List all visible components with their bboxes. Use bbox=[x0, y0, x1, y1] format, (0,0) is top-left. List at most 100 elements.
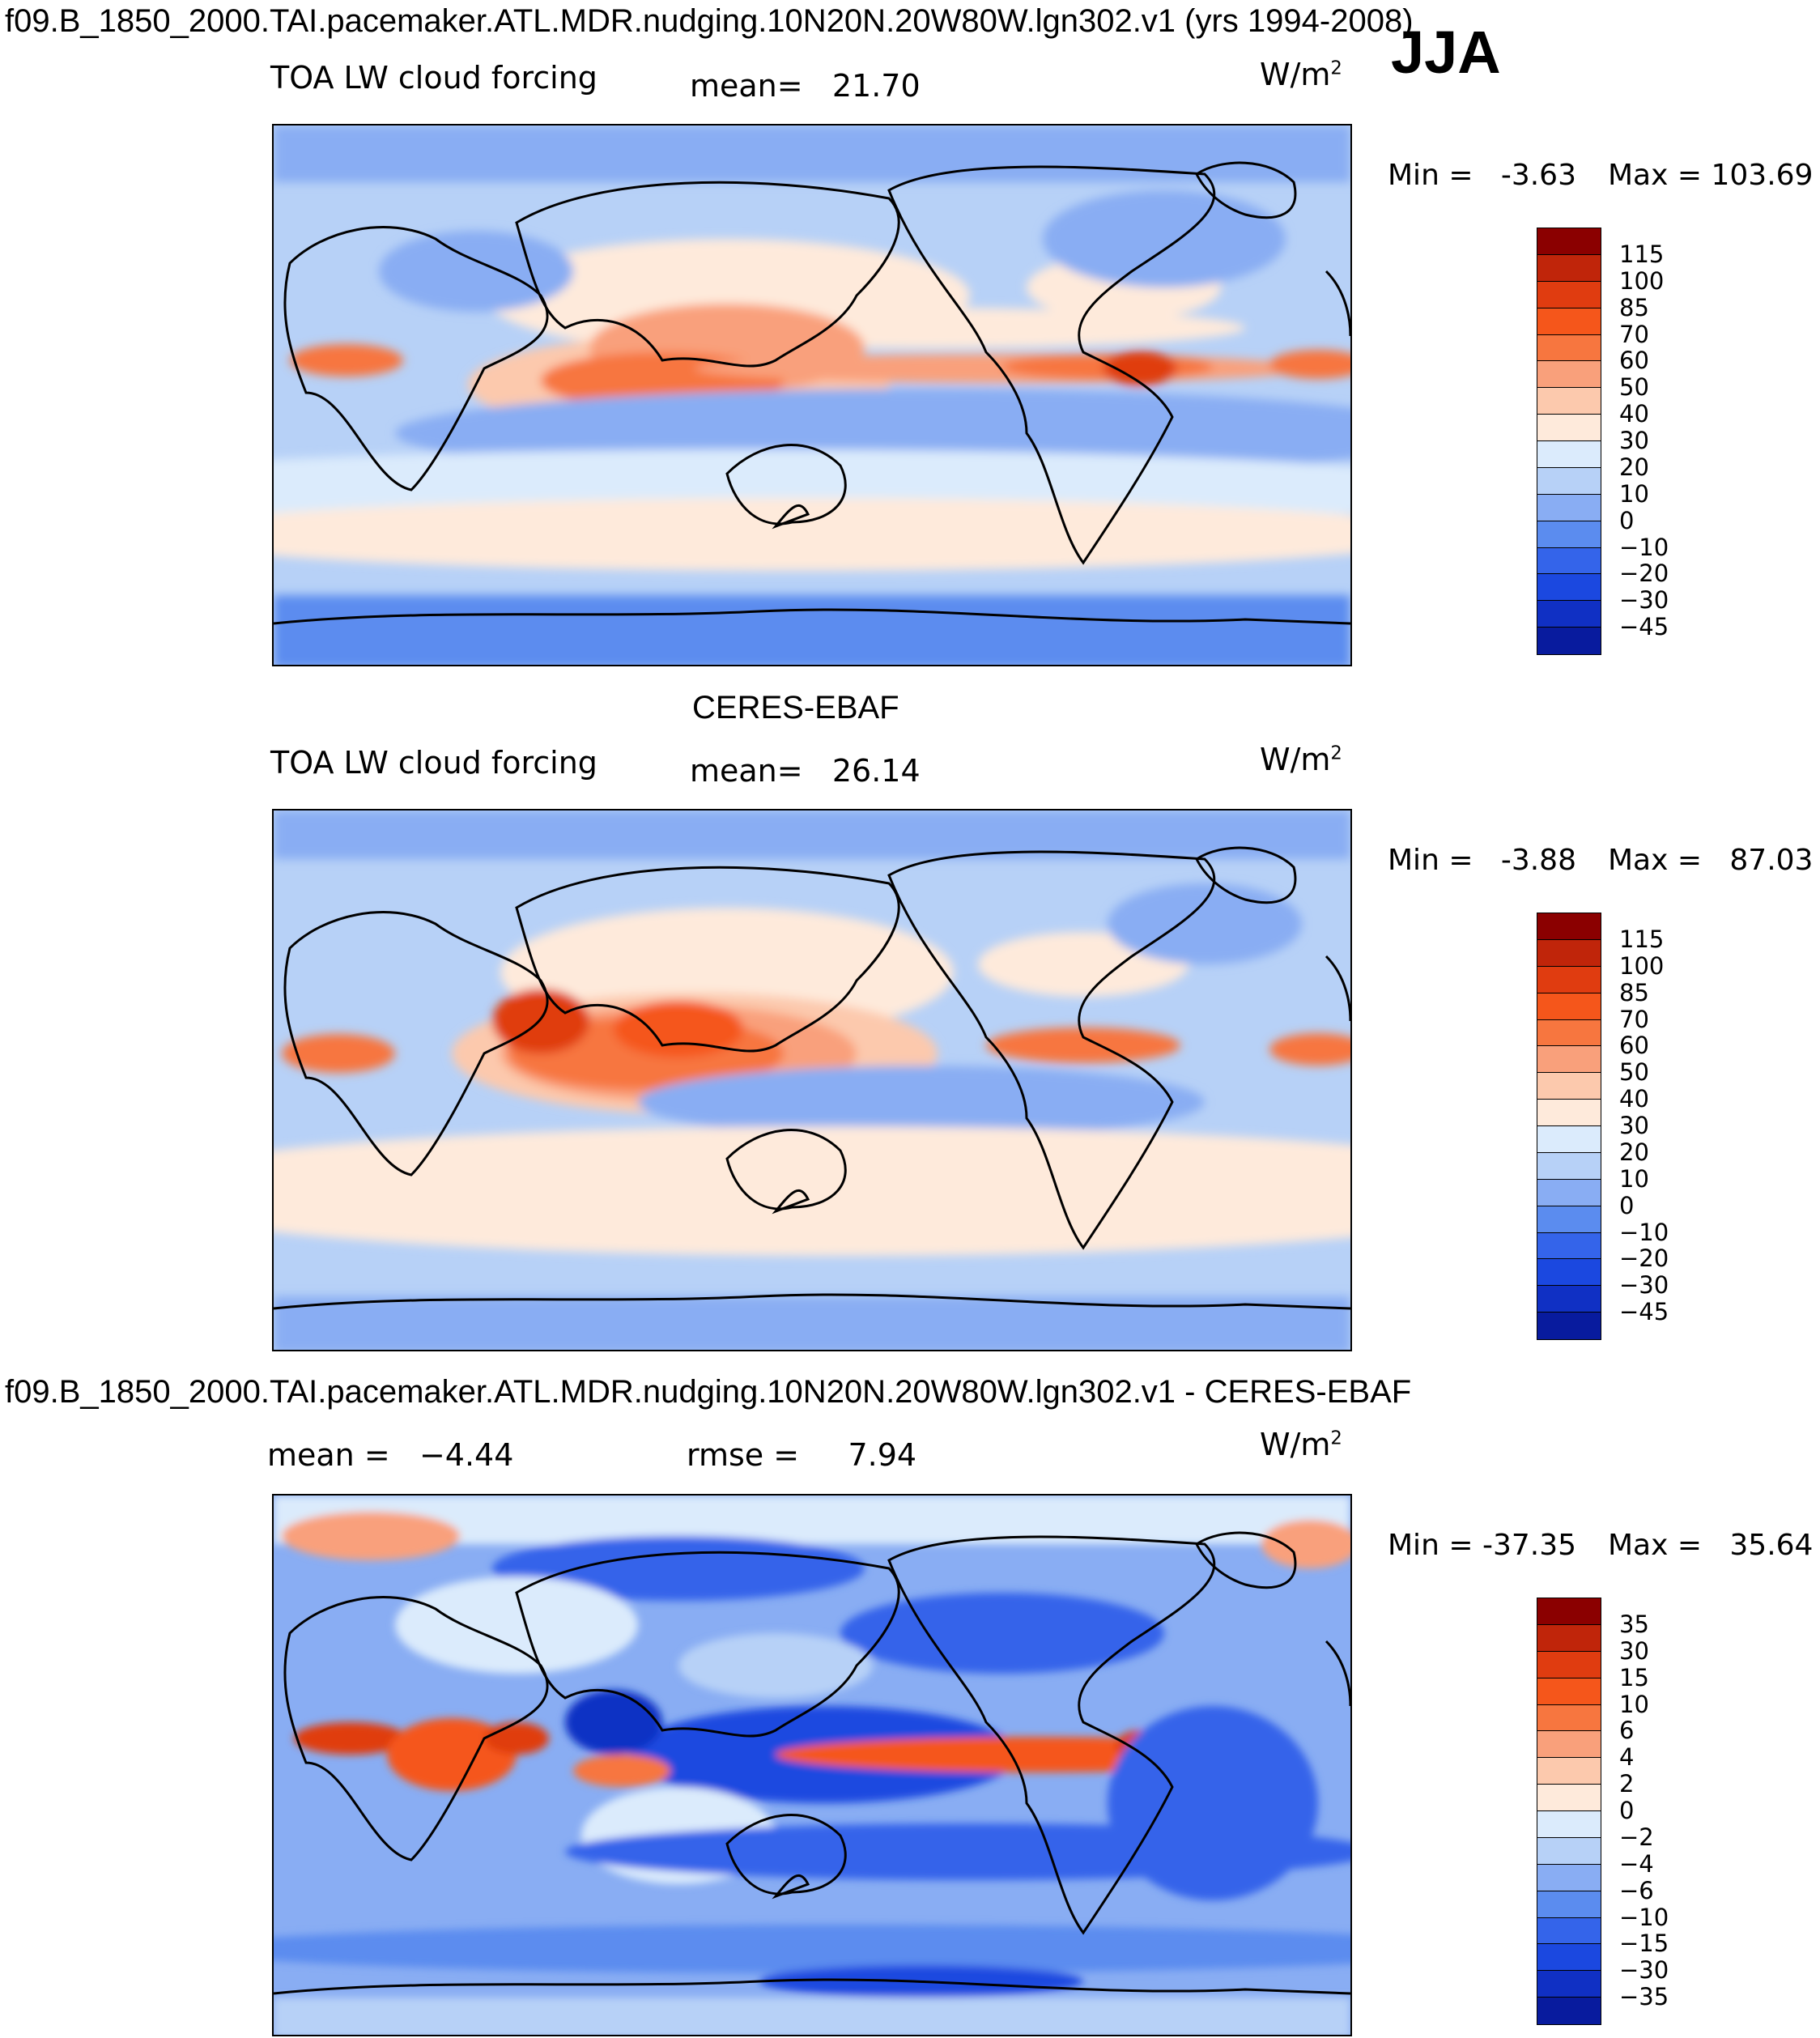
colorbar-box bbox=[1537, 308, 1601, 335]
colorbar-label: 30 bbox=[1619, 1112, 1649, 1139]
panel-3-units: W/m2 bbox=[1260, 1427, 1342, 1462]
colorbar-label: −35 bbox=[1619, 1983, 1669, 2011]
colorbar-box bbox=[1537, 601, 1601, 628]
colorbar-box bbox=[1537, 1046, 1601, 1074]
colorbar-label: 20 bbox=[1619, 453, 1649, 481]
panel-3-mean: mean = −4.44 bbox=[267, 1437, 514, 1473]
colorbar-box bbox=[1537, 1917, 1601, 1945]
field-contours bbox=[274, 811, 1350, 1350]
panel-2-max: Max = 87.03 bbox=[1608, 844, 1814, 877]
colorbar-label: 30 bbox=[1619, 1636, 1649, 1665]
colorbar-box bbox=[1537, 993, 1601, 1020]
field-contours bbox=[274, 126, 1350, 665]
colorbar-label: 10 bbox=[1619, 479, 1649, 508]
colorbar-box bbox=[1537, 1971, 1601, 1998]
colorbar-label: −10 bbox=[1619, 1903, 1669, 1931]
panel-2-colorbar bbox=[1537, 913, 1601, 1340]
colorbar-box bbox=[1537, 228, 1601, 255]
colorbar-label: 15 bbox=[1619, 1663, 1649, 1691]
colorbar-box bbox=[1537, 1864, 1601, 1891]
colorbar-box bbox=[1537, 1179, 1601, 1206]
plot-main-title: f09.B_1850_2000.TAI.pacemaker.ATL.MDR.nu… bbox=[5, 3, 1414, 39]
colorbar-box bbox=[1537, 1944, 1601, 1972]
colorbar-box bbox=[1537, 1152, 1601, 1180]
colorbar-label: 100 bbox=[1619, 951, 1665, 980]
colorbar-label: −6 bbox=[1619, 1876, 1654, 1904]
colorbar-box bbox=[1537, 1811, 1601, 1838]
panel-2-units: W/m2 bbox=[1260, 742, 1342, 777]
colorbar-box bbox=[1537, 547, 1601, 575]
colorbar-box bbox=[1537, 1100, 1601, 1126]
panel-2-mean: mean= 26.14 bbox=[690, 753, 921, 789]
colorbar-box bbox=[1537, 1313, 1601, 1339]
coastlines bbox=[274, 846, 1350, 1310]
panel-3-center-title: f09.B_1850_2000.TAI.pacemaker.ATL.MDR.nu… bbox=[5, 1374, 1412, 1410]
colorbar-label: 60 bbox=[1619, 347, 1649, 375]
colorbar-label: 40 bbox=[1619, 400, 1649, 428]
colorbar-label: 70 bbox=[1619, 1005, 1649, 1033]
colorbar-label: 0 bbox=[1619, 1191, 1635, 1219]
colorbar-label: 0 bbox=[1619, 506, 1635, 534]
colorbar-box bbox=[1537, 388, 1601, 415]
field-contours bbox=[274, 1496, 1350, 2035]
colorbar-box bbox=[1537, 521, 1601, 548]
colorbar-label: 70 bbox=[1619, 320, 1649, 348]
colorbar-box bbox=[1537, 939, 1601, 967]
colorbar-label: 10 bbox=[1619, 1164, 1649, 1193]
colorbar-box bbox=[1537, 913, 1601, 940]
coastlines bbox=[274, 1531, 1350, 1995]
panel-1-map bbox=[272, 124, 1352, 666]
colorbar-label: −10 bbox=[1619, 533, 1669, 561]
panel-3-colorbar bbox=[1537, 1598, 1601, 2025]
colorbar-box bbox=[1537, 1998, 1601, 2024]
colorbar-box bbox=[1537, 334, 1601, 362]
colorbar-label: −45 bbox=[1619, 613, 1669, 641]
colorbar-label: 20 bbox=[1619, 1138, 1649, 1166]
colorbar-box bbox=[1537, 1651, 1601, 1678]
colorbar-label: 35 bbox=[1619, 1610, 1649, 1638]
panel-2-min: Min = -3.88 bbox=[1388, 844, 1576, 877]
colorbar-label: 4 bbox=[1619, 1743, 1635, 1772]
colorbar-label: −2 bbox=[1619, 1823, 1654, 1851]
panel-3-min: Min = -37.35 bbox=[1388, 1529, 1577, 1562]
colorbar-box bbox=[1537, 494, 1601, 521]
colorbar-label: 60 bbox=[1619, 1032, 1649, 1060]
colorbar-label: −15 bbox=[1619, 1930, 1669, 1958]
colorbar-label: 40 bbox=[1619, 1085, 1649, 1113]
colorbar-label: −10 bbox=[1619, 1218, 1669, 1246]
colorbar-box bbox=[1537, 281, 1601, 308]
colorbar-label: −20 bbox=[1619, 1244, 1669, 1273]
colorbar-box bbox=[1537, 441, 1601, 468]
colorbar-label: −4 bbox=[1619, 1849, 1654, 1878]
colorbar-box bbox=[1537, 415, 1601, 441]
colorbar-box bbox=[1537, 628, 1601, 654]
colorbar-box bbox=[1537, 1073, 1601, 1100]
colorbar-label: −30 bbox=[1619, 1271, 1669, 1300]
colorbar-box bbox=[1537, 1259, 1601, 1287]
panel-1-mean: mean= 21.70 bbox=[690, 68, 921, 104]
panel-1-max: Max = 103.69 bbox=[1608, 159, 1814, 192]
panel-1-units: W/m2 bbox=[1260, 57, 1342, 92]
panel-3-max: Max = 35.64 bbox=[1608, 1529, 1814, 1562]
colorbar-box bbox=[1537, 1785, 1601, 1811]
colorbar-box bbox=[1537, 467, 1601, 495]
colorbar-box bbox=[1537, 1598, 1601, 1625]
panel-2-center-title: CERES-EBAF bbox=[692, 690, 899, 725]
colorbar-label: 100 bbox=[1619, 266, 1665, 295]
colorbar-label: 0 bbox=[1619, 1797, 1635, 1824]
colorbar-box bbox=[1537, 1126, 1601, 1153]
panel-1-variable-label: TOA LW cloud forcing bbox=[270, 60, 597, 96]
colorbar-box bbox=[1537, 1731, 1601, 1759]
panel-3-rmse: rmse = 7.94 bbox=[687, 1437, 917, 1473]
colorbar-label: −30 bbox=[1619, 586, 1669, 615]
colorbar-box bbox=[1537, 1837, 1601, 1865]
panel-2-variable-label: TOA LW cloud forcing bbox=[270, 745, 597, 781]
colorbar-label: 10 bbox=[1619, 1690, 1649, 1718]
colorbar-box bbox=[1537, 254, 1601, 282]
colorbar-label: 85 bbox=[1619, 293, 1649, 321]
colorbar-label: −45 bbox=[1619, 1298, 1669, 1326]
colorbar-label: −30 bbox=[1619, 1956, 1669, 1985]
colorbar-box bbox=[1537, 1678, 1601, 1705]
colorbar-label: −20 bbox=[1619, 559, 1669, 588]
colorbar-box bbox=[1537, 1206, 1601, 1233]
